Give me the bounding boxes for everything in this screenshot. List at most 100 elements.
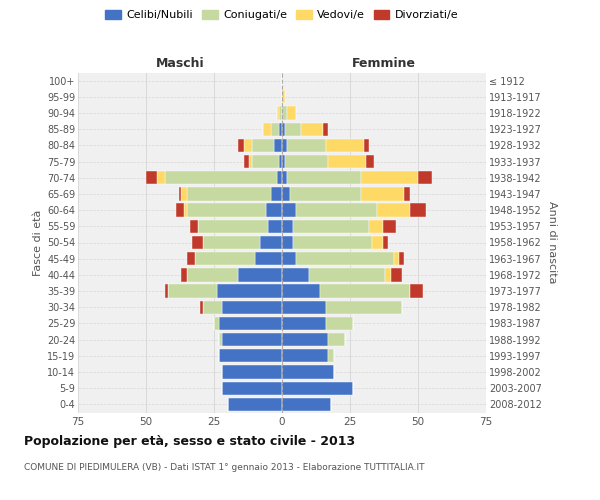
Bar (282, 349, 328, 362)
Bar (220, 317, 282, 330)
Bar (282, 252, 296, 266)
Bar (146, 171, 157, 184)
Bar (369, 220, 383, 233)
Bar (328, 333, 344, 346)
Bar (282, 188, 290, 200)
Bar (418, 171, 431, 184)
Bar (282, 155, 285, 168)
Bar (263, 122, 271, 136)
Bar (282, 382, 353, 395)
Bar (285, 122, 301, 136)
Bar (282, 236, 293, 249)
Bar (364, 138, 369, 152)
Bar (222, 366, 282, 378)
Bar (287, 138, 326, 152)
Bar (238, 268, 282, 281)
Bar (279, 122, 282, 136)
Text: Popolazione per età, sesso e stato civile - 2013: Popolazione per età, sesso e stato civil… (24, 435, 355, 448)
Bar (244, 138, 252, 152)
Bar (187, 268, 238, 281)
Bar (361, 171, 418, 184)
Bar (277, 106, 279, 120)
Bar (290, 188, 361, 200)
Bar (372, 236, 383, 249)
Text: Femmine: Femmine (352, 57, 416, 70)
Legend: Celibi/Nubili, Coniugati/e, Vedovi/e, Divorziati/e: Celibi/Nubili, Coniugati/e, Vedovi/e, Di… (101, 6, 463, 25)
Bar (268, 220, 282, 233)
Bar (165, 171, 277, 184)
Bar (282, 122, 285, 136)
Bar (277, 171, 282, 184)
Bar (222, 300, 282, 314)
Bar (184, 204, 187, 217)
Bar (282, 220, 293, 233)
Bar (328, 155, 367, 168)
Bar (377, 204, 410, 217)
Bar (179, 188, 181, 200)
Bar (203, 300, 222, 314)
Bar (250, 155, 252, 168)
Bar (293, 220, 369, 233)
Bar (391, 268, 401, 281)
Bar (394, 252, 399, 266)
Bar (320, 284, 410, 298)
Bar (271, 122, 279, 136)
Bar (190, 220, 197, 233)
Bar (323, 122, 328, 136)
Bar (301, 122, 323, 136)
Bar (361, 188, 404, 200)
Bar (187, 188, 271, 200)
Bar (266, 204, 282, 217)
Bar (385, 268, 391, 281)
Bar (220, 333, 222, 346)
Bar (168, 284, 217, 298)
Bar (165, 284, 168, 298)
Bar (309, 268, 385, 281)
Bar (279, 155, 282, 168)
Bar (255, 252, 282, 266)
Bar (260, 236, 282, 249)
Text: Maschi: Maschi (155, 57, 205, 70)
Bar (222, 382, 282, 395)
Bar (192, 236, 203, 249)
Bar (367, 155, 374, 168)
Bar (326, 317, 353, 330)
Bar (282, 106, 287, 120)
Bar (195, 252, 255, 266)
Bar (383, 236, 388, 249)
Bar (157, 171, 165, 184)
Bar (187, 252, 195, 266)
Bar (238, 138, 244, 152)
Bar (282, 90, 285, 104)
Y-axis label: Fasce di età: Fasce di età (32, 210, 43, 276)
Bar (410, 204, 426, 217)
Bar (296, 252, 394, 266)
Bar (282, 366, 334, 378)
Bar (328, 349, 334, 362)
Bar (410, 284, 424, 298)
Text: COMUNE DI PIEDIMULERA (VB) - Dati ISTAT 1° gennaio 2013 - Elaborazione TUTTITALI: COMUNE DI PIEDIMULERA (VB) - Dati ISTAT … (24, 462, 425, 471)
Bar (181, 188, 187, 200)
Bar (244, 155, 250, 168)
Bar (287, 171, 361, 184)
Bar (274, 138, 282, 152)
Bar (203, 236, 260, 249)
Bar (282, 171, 287, 184)
Bar (200, 300, 203, 314)
Y-axis label: Anni di nascita: Anni di nascita (547, 201, 557, 283)
Bar (326, 300, 401, 314)
Bar (282, 333, 328, 346)
Bar (197, 220, 268, 233)
Bar (282, 317, 326, 330)
Bar (282, 204, 296, 217)
Bar (326, 138, 364, 152)
Bar (296, 204, 377, 217)
Bar (222, 333, 282, 346)
Bar (282, 300, 326, 314)
Bar (285, 155, 328, 168)
Bar (181, 268, 187, 281)
Bar (287, 106, 296, 120)
Bar (279, 106, 282, 120)
Bar (214, 317, 220, 330)
Bar (271, 188, 282, 200)
